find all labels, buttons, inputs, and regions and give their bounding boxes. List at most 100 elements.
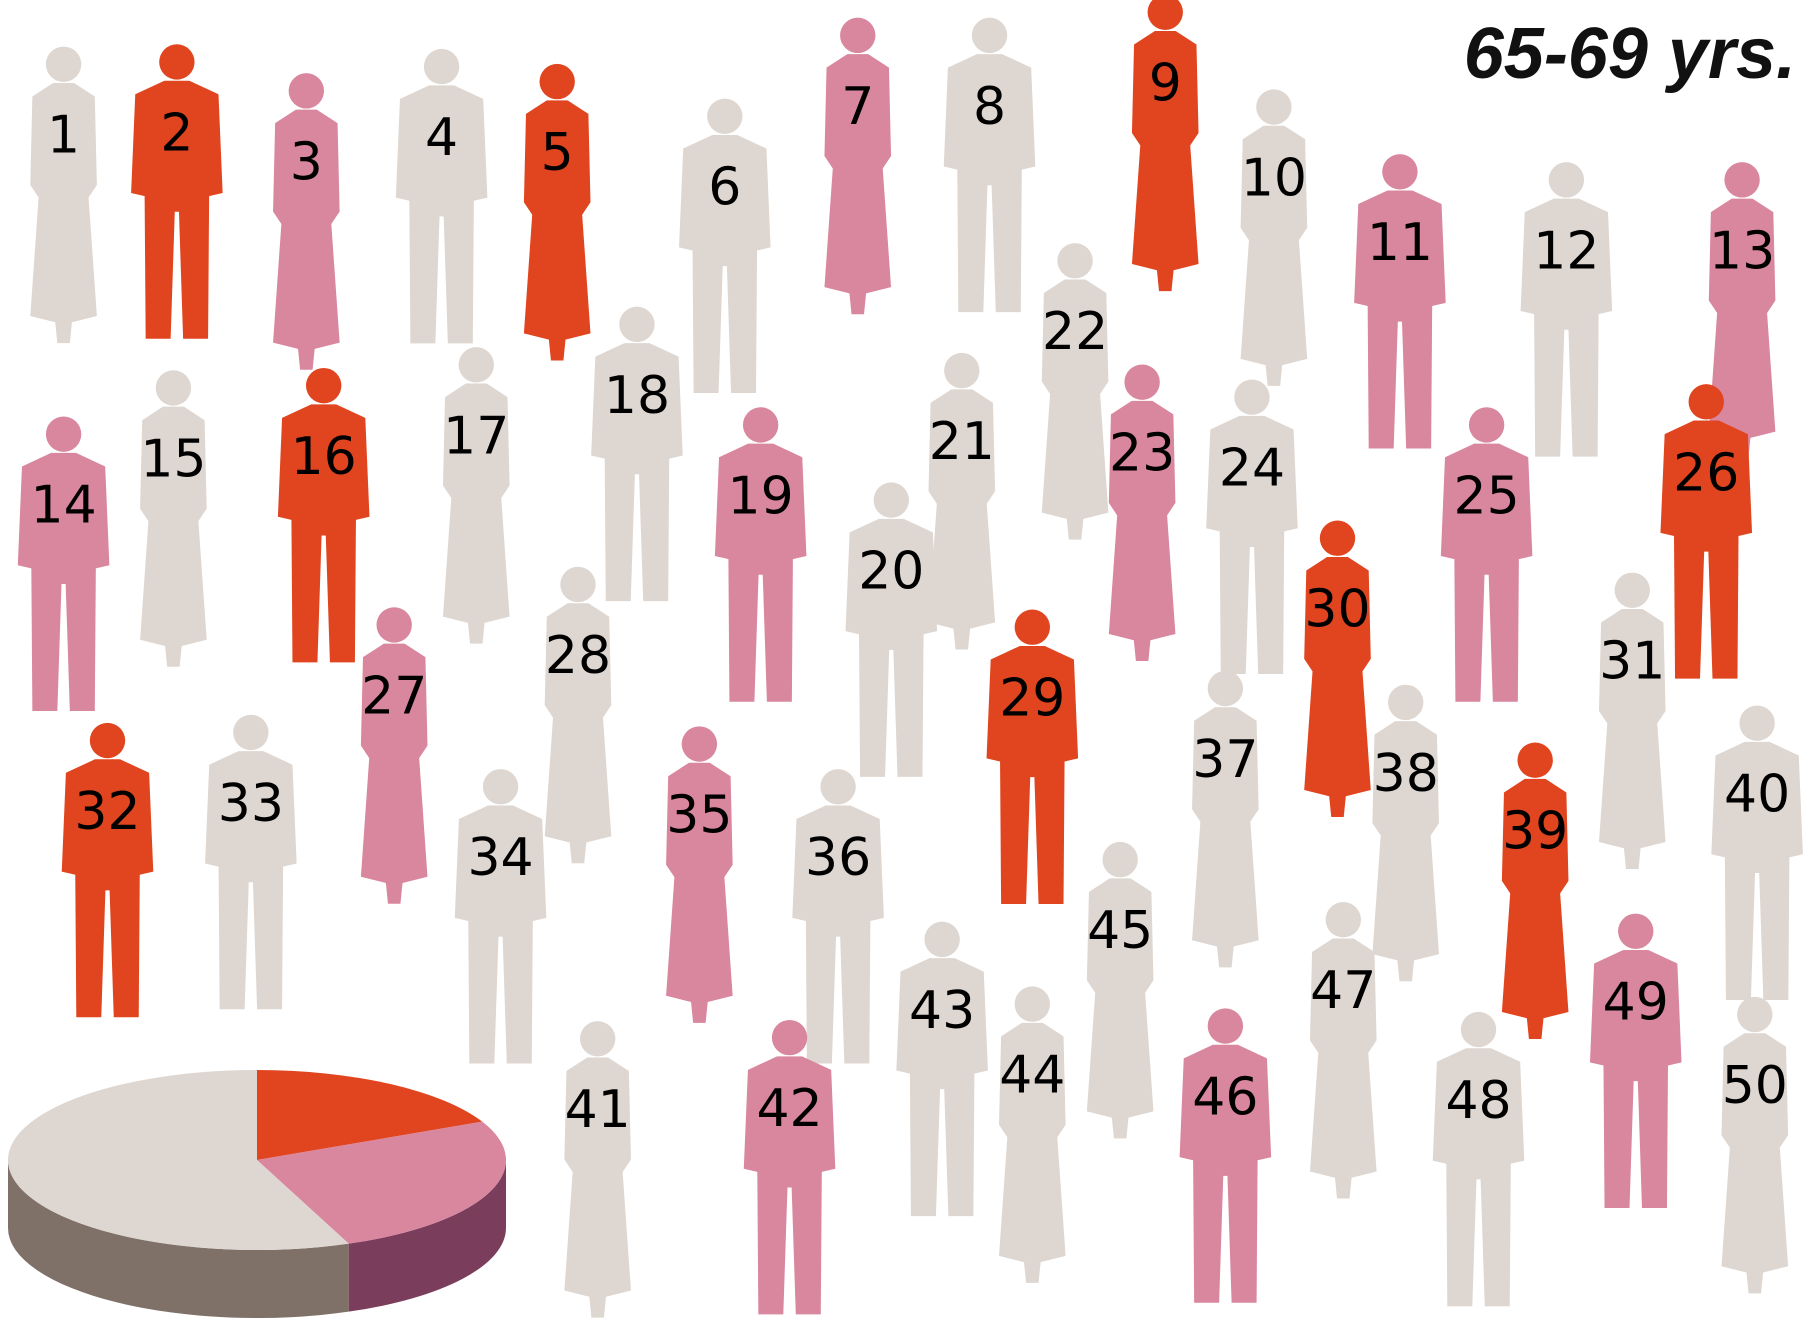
person-number: 40 xyxy=(1724,765,1790,825)
person-number: 6 xyxy=(708,158,741,218)
person-head xyxy=(305,367,342,404)
person-number: 18 xyxy=(604,366,670,426)
pie-slice xyxy=(8,1070,349,1250)
person-figure xyxy=(1589,913,1682,1209)
person-figure xyxy=(273,73,340,370)
person-body xyxy=(943,54,1036,313)
person-figure xyxy=(1309,902,1377,1199)
person-figure xyxy=(1304,520,1371,818)
person-number: 47 xyxy=(1310,961,1376,1021)
person-figure xyxy=(1206,379,1298,674)
person-head xyxy=(1460,1011,1497,1048)
person-number: 33 xyxy=(218,774,284,834)
person-head xyxy=(539,63,575,100)
person-number: 21 xyxy=(929,412,995,472)
person-head xyxy=(742,407,779,443)
person-figure xyxy=(1086,841,1154,1139)
person-body xyxy=(591,343,683,602)
person-figure xyxy=(1041,243,1109,540)
person-number: 25 xyxy=(1454,466,1520,526)
person-number: 12 xyxy=(1533,221,1599,281)
person-figure xyxy=(743,1019,836,1315)
person-number: 1 xyxy=(47,106,80,166)
person-head xyxy=(840,17,876,54)
person-head xyxy=(681,726,718,762)
person-head xyxy=(560,566,596,603)
person-figure xyxy=(999,986,1066,1283)
person-body xyxy=(792,805,884,1064)
person-number: 38 xyxy=(1373,744,1439,804)
person-body xyxy=(999,1022,1066,1283)
person-head xyxy=(1614,572,1650,608)
person-figure xyxy=(986,609,1079,904)
person-head xyxy=(1739,705,1775,741)
person-head xyxy=(619,306,655,343)
person-number: 13 xyxy=(1709,221,1775,281)
person-head xyxy=(89,722,126,759)
person-figure xyxy=(360,607,428,904)
person-head xyxy=(45,46,82,82)
person-figure xyxy=(442,347,510,644)
person-body xyxy=(1598,608,1666,870)
person-number: 30 xyxy=(1304,580,1370,640)
person-number: 37 xyxy=(1192,730,1258,790)
person-number: 45 xyxy=(1087,901,1153,961)
person-body xyxy=(564,1057,631,1318)
person-number: 34 xyxy=(467,828,533,888)
person-body xyxy=(360,643,428,904)
person-body xyxy=(1711,741,1803,1000)
person-body xyxy=(1131,30,1199,292)
person-figure xyxy=(1721,996,1789,1294)
person-figure xyxy=(61,722,154,1018)
person-head xyxy=(579,1021,616,1057)
person-head xyxy=(1147,0,1183,30)
person-number: 27 xyxy=(361,666,427,726)
person-figure xyxy=(1372,684,1439,982)
person-head xyxy=(944,352,980,389)
person-head xyxy=(233,714,269,751)
person-head xyxy=(45,416,82,452)
person-number: 26 xyxy=(1673,443,1739,503)
person-figure xyxy=(824,17,892,315)
person-figure xyxy=(792,769,884,1064)
person-body xyxy=(442,383,510,644)
person-head xyxy=(1325,902,1361,938)
person-number: 17 xyxy=(443,406,509,466)
person-number: 10 xyxy=(1241,148,1307,208)
person-figure xyxy=(277,367,370,663)
person-figure xyxy=(544,566,612,864)
person-figure xyxy=(205,714,297,1010)
person-body xyxy=(1179,1044,1272,1303)
person-body xyxy=(679,135,771,394)
person-body xyxy=(1440,443,1533,702)
person-figure xyxy=(1432,1011,1525,1307)
person-body xyxy=(1086,878,1154,1139)
person-head xyxy=(771,1019,808,1056)
person-figure xyxy=(395,48,488,344)
person-number: 29 xyxy=(999,669,1065,729)
person-head xyxy=(1102,841,1138,878)
person-figure xyxy=(1179,1008,1272,1303)
pie-slice xyxy=(257,1121,507,1244)
person-figure xyxy=(454,769,547,1064)
person-body xyxy=(845,518,938,777)
person-number: 31 xyxy=(1599,632,1665,692)
person-figure xyxy=(714,407,807,702)
person-head xyxy=(1517,742,1553,778)
person-head xyxy=(1548,162,1585,198)
person-figure xyxy=(1354,154,1446,449)
person-head xyxy=(707,98,743,134)
person-number: 23 xyxy=(1109,424,1175,484)
person-body xyxy=(1041,279,1109,540)
person-figure xyxy=(1192,670,1259,968)
person-figure xyxy=(1501,742,1569,1040)
person-number: 2 xyxy=(160,103,193,163)
person-figure xyxy=(1660,384,1753,679)
person-figure xyxy=(1711,705,1803,1000)
person-body xyxy=(1708,198,1776,459)
person-figure xyxy=(928,352,996,650)
person-figure xyxy=(943,17,1036,313)
person-body xyxy=(395,85,488,344)
person-number: 43 xyxy=(909,981,975,1041)
person-number: 16 xyxy=(291,427,357,487)
